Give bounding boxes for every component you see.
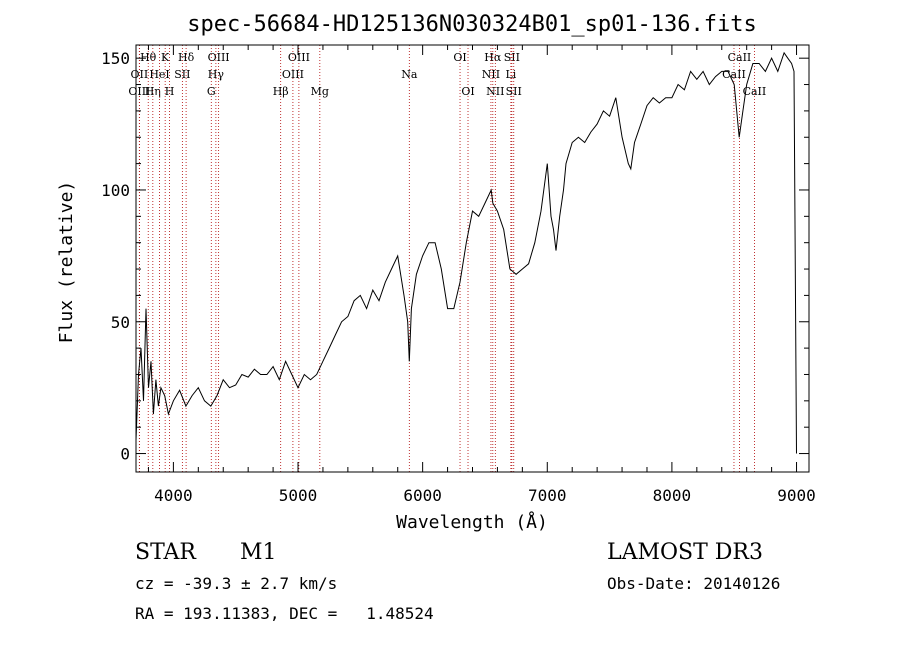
x-axis-label: Wavelength (Å)	[396, 511, 548, 533]
marker-label-7: SII	[174, 68, 190, 81]
marker-label-23: NII	[486, 85, 504, 98]
marker-label-11: G	[207, 85, 216, 98]
marker-label-3: Hη	[145, 85, 161, 98]
marker-label-15: Mg	[311, 85, 329, 98]
observation-date: Obs-Date: 20140126	[607, 574, 781, 593]
x-tick-label-1: 5000	[279, 486, 318, 505]
y-tick-label-3: 150	[101, 49, 130, 68]
chart-title: spec-56684-HD125136N030324B01_sp01-136.f…	[187, 12, 757, 37]
marker-label-17: OI	[453, 51, 466, 64]
marker-label-27: CaII	[743, 85, 767, 98]
marker-label-0: Hθ	[140, 51, 157, 64]
marker-label-12: OIII	[288, 51, 310, 64]
x-axis: 4000 5000 6000 7000 8000 9000	[147, 45, 816, 505]
y-tick-label-1: 50	[111, 313, 130, 332]
y-axis: 0 50 100 150	[101, 49, 809, 464]
marker-label-21: NII	[482, 68, 500, 81]
marker-label-19: Hα	[484, 51, 502, 64]
survey-name: LAMOST DR3	[607, 540, 763, 565]
x-tick-label-0: 4000	[154, 486, 193, 505]
marker-label-9: OIII	[208, 51, 230, 64]
marker-label-8: Hδ	[178, 51, 195, 64]
y-axis-label: Flux (relative)	[56, 181, 77, 344]
marker-label-14: Hβ	[273, 85, 289, 98]
y-tick-label-0: 0	[120, 445, 130, 464]
marker-label-2: OIII	[128, 85, 150, 98]
marker-label-20: SII	[504, 51, 520, 64]
plot-frame	[135, 44, 810, 473]
marker-label-4: HeI	[149, 68, 169, 81]
marker-label-10: Hγ	[208, 68, 225, 81]
x-tick-label-5: 9000	[777, 486, 816, 505]
marker-label-24: SII	[506, 85, 522, 98]
spectrum-line	[135, 51, 797, 454]
redshift-velocity: cz = -39.3 ± 2.7 km/s	[135, 574, 338, 593]
marker-label-1: OII	[131, 68, 149, 81]
marker-label-18: OI	[461, 85, 474, 98]
marker-label-6: H	[165, 85, 175, 98]
marker-label-25: CaII	[728, 51, 752, 64]
y-tick-label-2: 100	[101, 181, 130, 200]
marker-label-22: Li	[505, 68, 516, 81]
x-tick-label-4: 8000	[653, 486, 692, 505]
marker-label-16: Na	[401, 68, 418, 81]
object-class: STAR	[135, 540, 196, 565]
coordinates: RA = 193.11383, DEC = 1.48524	[135, 604, 434, 623]
x-tick-label-2: 6000	[403, 486, 442, 505]
marker-label-13: OIII	[282, 68, 304, 81]
object-subclass: M1	[240, 540, 277, 565]
marker-label-5: K	[161, 51, 170, 64]
marker-label-26: CaII	[722, 68, 746, 81]
x-tick-label-3: 7000	[528, 486, 567, 505]
